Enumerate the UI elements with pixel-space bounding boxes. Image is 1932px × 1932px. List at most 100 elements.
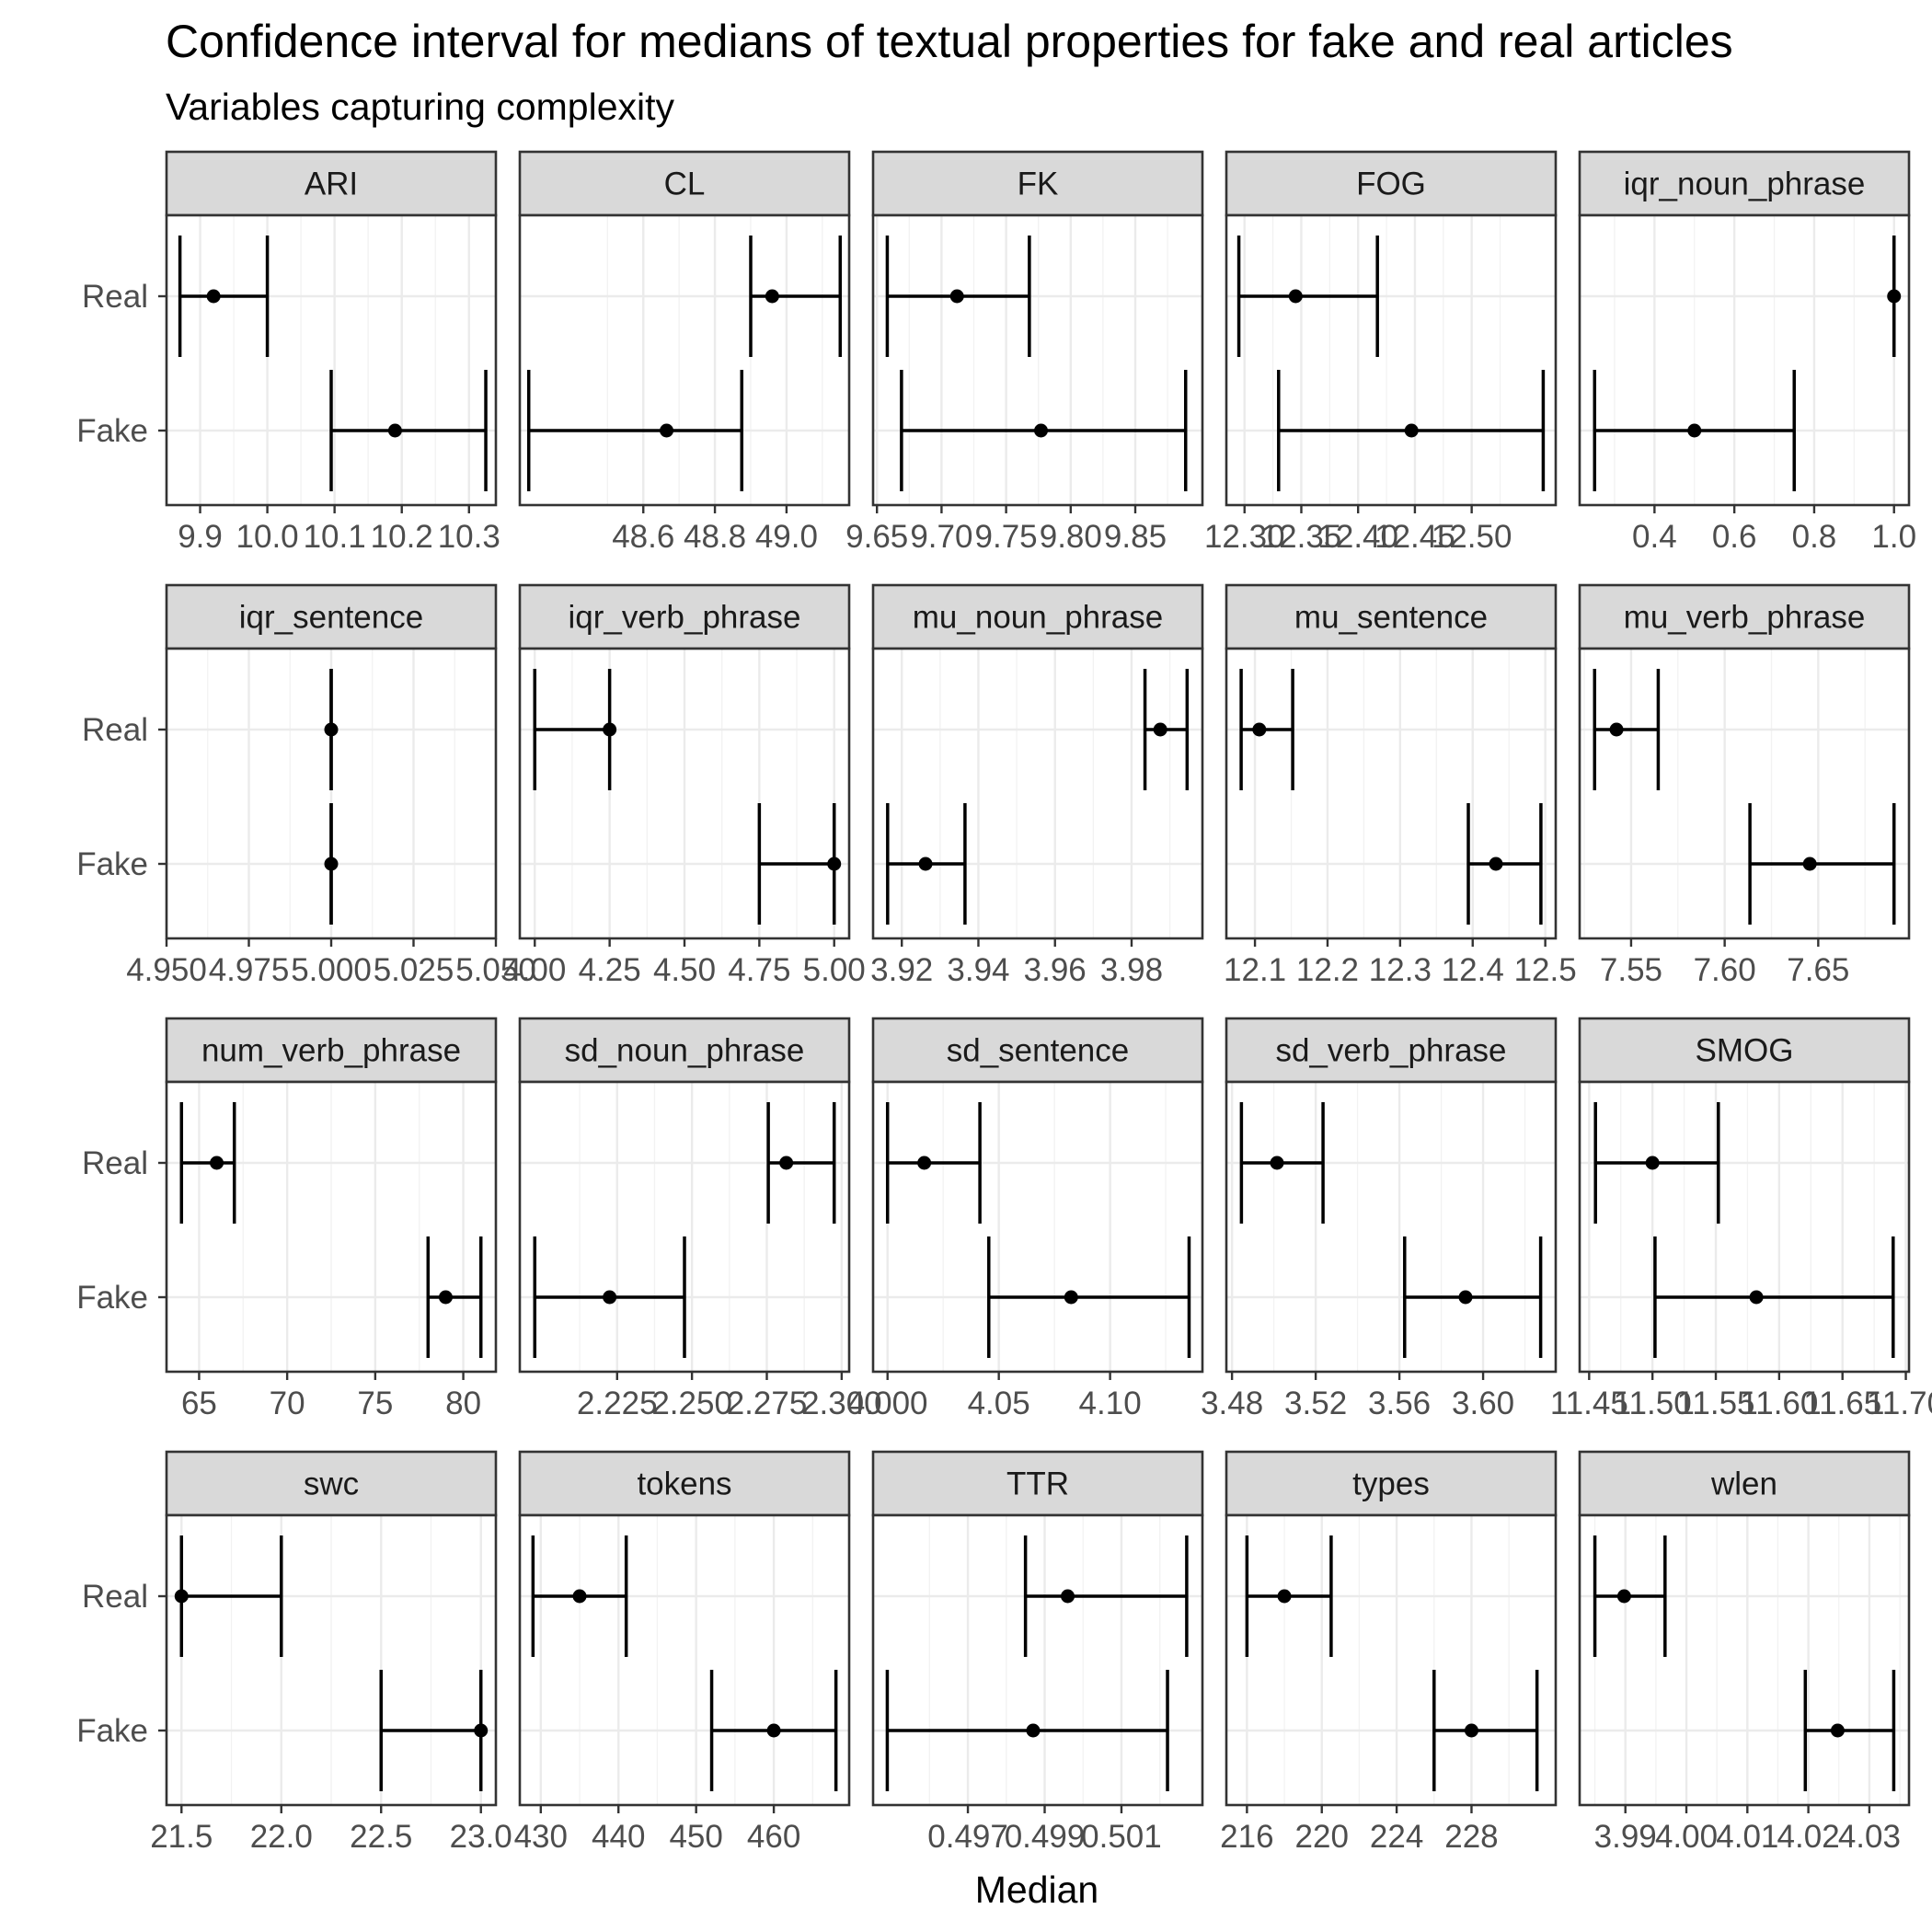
y-tick-label: Fake (76, 846, 148, 882)
x-tick-label: 3.52 (1284, 1386, 1347, 1421)
x-tick-label: 5.025 (374, 952, 454, 988)
errorbar-real (1593, 1535, 1667, 1657)
median-point (1252, 722, 1267, 737)
x-tick-label: 450 (669, 1819, 722, 1855)
x-tick-label: 0.499 (1005, 1819, 1086, 1855)
panel-border (871, 647, 1204, 940)
facet-label: sd_noun_phrase (565, 1033, 805, 1069)
median-point (324, 722, 339, 737)
panel-border (1225, 1513, 1558, 1807)
x-tick-label: 4.10 (1079, 1386, 1142, 1421)
facet-panel: FK 9.65 9.70 9.75 9.80 9.85 (845, 150, 1204, 555)
errorbar-real (1023, 1535, 1189, 1657)
median-point (1749, 1290, 1764, 1305)
facet-strip (1225, 150, 1558, 217)
x-tick-label: 0.8 (1792, 519, 1837, 555)
facet-strip (1578, 1450, 1911, 1517)
facet-panel: types 216 220 224 228 (1220, 1450, 1558, 1855)
errorbar-fake (1403, 1236, 1543, 1358)
facet-panel: sd_verb_phrase 3.48 3.52 3.56 3.60 (1201, 1017, 1558, 1421)
facet-label: CL (664, 167, 706, 202)
panel-background (873, 215, 1202, 505)
median-point (766, 1723, 781, 1738)
facet-label: iqr_sentence (239, 600, 423, 636)
facet-label: types (1352, 1466, 1430, 1502)
panel-background (1226, 649, 1556, 938)
x-tick-label: 5.050 (455, 952, 536, 988)
panel-background (1226, 1082, 1556, 1372)
median-point (174, 1589, 189, 1604)
panel-border (1225, 1080, 1558, 1374)
facet-panel: sd_sentence 4.000 4.05 4.10 (847, 1017, 1204, 1421)
facet-label: tokens (637, 1466, 731, 1502)
x-tick-label: 11.50 (1614, 1386, 1692, 1421)
panel-background (873, 649, 1202, 938)
median-point (1061, 1589, 1075, 1604)
x-tick-label: 9.80 (1040, 519, 1102, 555)
y-tick-label: Real (82, 279, 148, 315)
x-tick-label: 3.99 (1594, 1819, 1657, 1855)
y-tick-label: Real (82, 1579, 148, 1615)
panel-border (871, 1513, 1204, 1807)
x-tick-label: 216 (1220, 1819, 1273, 1855)
facet-label: mu_sentence (1294, 600, 1488, 636)
median-point (324, 857, 339, 871)
median-point (1404, 423, 1419, 438)
facet-label: mu_verb_phrase (1624, 600, 1866, 636)
errorbar-real (749, 236, 843, 357)
facet-panel: mu_verb_phrase 7.55 7.60 7.65 (1578, 583, 1911, 988)
panel-border (1578, 1080, 1911, 1374)
median-point (1464, 1723, 1478, 1738)
x-tick-label: 9.65 (845, 519, 908, 555)
panel-border (1225, 647, 1558, 940)
median-point (1026, 1723, 1041, 1738)
x-tick-label: 7.55 (1600, 952, 1662, 988)
median-point (210, 1156, 224, 1170)
facet-strip (871, 583, 1204, 650)
errorbar-real (324, 669, 339, 790)
errorbar-real (178, 236, 270, 357)
facet-label: iqr_verb_phrase (569, 600, 801, 636)
median-point (474, 1723, 489, 1738)
median-point (1687, 423, 1702, 438)
x-tick-label: 220 (1295, 1819, 1349, 1855)
median-point (1034, 423, 1049, 438)
facet-strip (518, 1450, 851, 1517)
x-tick-label: 4.02 (1777, 1819, 1840, 1855)
panel-border (1578, 1513, 1911, 1807)
facet-label: ARI (305, 167, 358, 202)
facet-strip (518, 1017, 851, 1084)
x-tick-label: 12.40 (1317, 519, 1398, 555)
median-point (949, 289, 964, 304)
panel-background (873, 1515, 1202, 1805)
x-tick-label: 12.50 (1432, 519, 1512, 555)
x-tick-label: 12.3 (1369, 952, 1432, 988)
x-tick-label: 2.250 (651, 1386, 732, 1421)
median-point (1064, 1290, 1078, 1305)
errorbar-fake (1432, 1670, 1539, 1791)
panel-background (873, 1082, 1202, 1372)
chart-title: Confidence interval for medians of textu… (166, 16, 1733, 67)
facet-panel: mu_noun_phrase 3.92 3.94 3.96 3.98 (870, 583, 1204, 988)
panel-border (165, 213, 498, 507)
x-tick-label: 9.9 (178, 519, 223, 555)
facet-label: mu_noun_phrase (913, 600, 1163, 636)
errorbar-real (1887, 236, 1902, 357)
median-point (603, 722, 617, 737)
median-point (1645, 1156, 1660, 1170)
facet-strip (1225, 1017, 1558, 1084)
panel-background (1580, 1515, 1909, 1805)
errorbar-real (1593, 669, 1661, 790)
median-point (438, 1290, 453, 1305)
panel-border (165, 1513, 498, 1807)
errorbar-fake (757, 803, 842, 925)
x-tick-label: 2.300 (801, 1386, 882, 1421)
x-tick-label: 12.45 (1374, 519, 1455, 555)
x-tick-label: 48.6 (612, 519, 674, 555)
panel-border (1225, 213, 1558, 507)
x-tick-label: 4.000 (847, 1386, 928, 1421)
x-tick-label: 21.5 (150, 1819, 213, 1855)
